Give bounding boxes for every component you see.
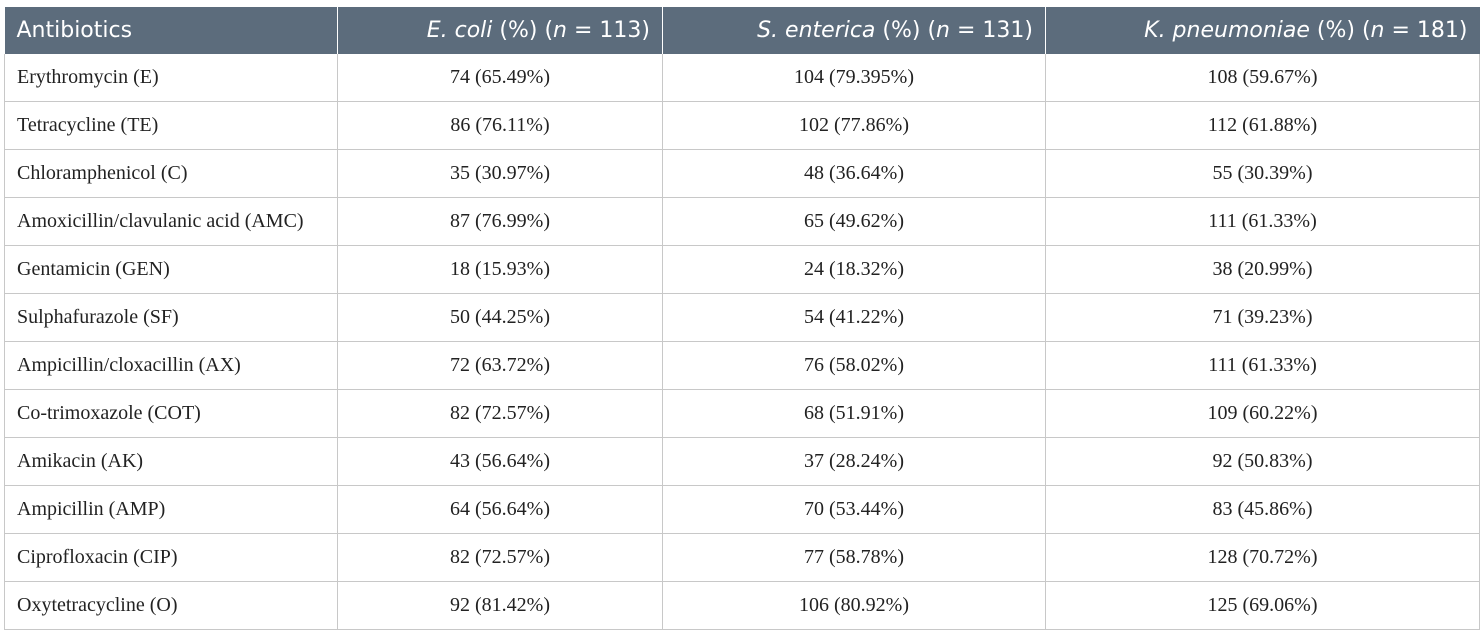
header-kpneumoniae-pct: (%) (	[1309, 18, 1371, 43]
antibiotic-resistance-table: Antibiotics E. coli (%) (n = 113) S. ent…	[4, 7, 1480, 630]
cell-ecoli: 86 (76.11%)	[337, 101, 663, 150]
cell-kpneumoniae: 128 (70.72%)	[1045, 533, 1480, 582]
table-row: Chloramphenicol (C) 35 (30.97%) 48 (36.6…	[4, 149, 1480, 198]
cell-antibiotic: Gentamicin (GEN)	[4, 245, 338, 294]
table-row: Erythromycin (E) 74 (65.49%) 104 (79.395…	[4, 54, 1480, 102]
cell-senterica: 68 (51.91%)	[662, 389, 1046, 438]
cell-ecoli: 72 (63.72%)	[337, 341, 663, 390]
cell-ecoli: 82 (72.57%)	[337, 389, 663, 438]
table-row: Gentamicin (GEN) 18 (15.93%) 24 (18.32%)…	[4, 245, 1480, 294]
header-senterica-pct: (%) (	[875, 18, 937, 43]
cell-antibiotic: Oxytetracycline (O)	[4, 581, 338, 630]
cell-antibiotic: Amikacin (AK)	[4, 437, 338, 486]
cell-ecoli: 74 (65.49%)	[337, 54, 663, 102]
table-body: Erythromycin (E) 74 (65.49%) 104 (79.395…	[4, 54, 1480, 630]
cell-antibiotic: Ampicillin/cloxacillin (AX)	[4, 341, 338, 390]
header-senterica: S. enterica (%) (n = 131)	[662, 7, 1046, 54]
header-row: Antibiotics E. coli (%) (n = 113) S. ent…	[4, 7, 1480, 54]
cell-kpneumoniae: 111 (61.33%)	[1045, 197, 1480, 246]
header-kpneumoniae-organism: K. pneumoniae	[1144, 18, 1310, 43]
cell-ecoli: 18 (15.93%)	[337, 245, 663, 294]
cell-ecoli: 92 (81.42%)	[337, 581, 663, 630]
cell-antibiotic: Erythromycin (E)	[4, 54, 338, 102]
header-ecoli-organism: E. coli	[426, 18, 493, 43]
cell-senterica: 65 (49.62%)	[662, 197, 1046, 246]
table-row: Oxytetracycline (O) 92 (81.42%) 106 (80.…	[4, 581, 1480, 630]
cell-antibiotic: Ciprofloxacin (CIP)	[4, 533, 338, 582]
table-row: Sulphafurazole (SF) 50 (44.25%) 54 (41.2…	[4, 293, 1480, 342]
cell-ecoli: 82 (72.57%)	[337, 533, 663, 582]
cell-senterica: 48 (36.64%)	[662, 149, 1046, 198]
cell-antibiotic: Ampicillin (AMP)	[4, 485, 338, 534]
cell-senterica: 70 (53.44%)	[662, 485, 1046, 534]
header-ecoli-n: n	[553, 18, 567, 43]
cell-kpneumoniae: 92 (50.83%)	[1045, 437, 1480, 486]
cell-antibiotic: Amoxicillin/clavulanic acid (AMC)	[4, 197, 338, 246]
cell-senterica: 76 (58.02%)	[662, 341, 1046, 390]
cell-kpneumoniae: 108 (59.67%)	[1045, 54, 1480, 102]
cell-senterica: 24 (18.32%)	[662, 245, 1046, 294]
cell-senterica: 37 (28.24%)	[662, 437, 1046, 486]
header-senterica-organism: S. enterica	[757, 18, 876, 43]
cell-antibiotic: Tetracycline (TE)	[4, 101, 338, 150]
table-row: Co-trimoxazole (COT) 82 (72.57%) 68 (51.…	[4, 389, 1480, 438]
header-ecoli: E. coli (%) (n = 113)	[337, 7, 663, 54]
cell-ecoli: 87 (76.99%)	[337, 197, 663, 246]
cell-kpneumoniae: 112 (61.88%)	[1045, 101, 1480, 150]
table-row: Amoxicillin/clavulanic acid (AMC) 87 (76…	[4, 197, 1480, 246]
cell-ecoli: 43 (56.64%)	[337, 437, 663, 486]
cell-senterica: 104 (79.395%)	[662, 54, 1046, 102]
header-kpneumoniae-n: n	[1370, 18, 1385, 43]
cell-antibiotic: Co-trimoxazole (COT)	[4, 389, 338, 438]
header-kpneumoniae: K. pneumoniae (%) (n = 181)	[1045, 7, 1480, 54]
table-row: Ciprofloxacin (CIP) 82 (72.57%) 77 (58.7…	[4, 533, 1480, 582]
cell-senterica: 77 (58.78%)	[662, 533, 1046, 582]
header-kpneumoniae-count: = 181)	[1384, 18, 1468, 43]
header-ecoli-count: = 113)	[567, 18, 650, 43]
cell-ecoli: 64 (56.64%)	[337, 485, 663, 534]
header-ecoli-pct: (%) (	[492, 18, 554, 43]
cell-kpneumoniae: 109 (60.22%)	[1045, 389, 1480, 438]
cell-ecoli: 50 (44.25%)	[337, 293, 663, 342]
cell-kpneumoniae: 71 (39.23%)	[1045, 293, 1480, 342]
header-senterica-n: n	[936, 18, 950, 43]
resistance-table-container: Antibiotics E. coli (%) (n = 113) S. ent…	[4, 7, 1480, 630]
cell-senterica: 102 (77.86%)	[662, 101, 1046, 150]
table-row: Ampicillin (AMP) 64 (56.64%) 70 (53.44%)…	[4, 485, 1480, 534]
table-row: Amikacin (AK) 43 (56.64%) 37 (28.24%) 92…	[4, 437, 1480, 486]
cell-senterica: 106 (80.92%)	[662, 581, 1046, 630]
cell-ecoli: 35 (30.97%)	[337, 149, 663, 198]
header-antibiotics: Antibiotics	[4, 7, 338, 54]
cell-kpneumoniae: 125 (69.06%)	[1045, 581, 1480, 630]
cell-antibiotic: Chloramphenicol (C)	[4, 149, 338, 198]
table-row: Tetracycline (TE) 86 (76.11%) 102 (77.86…	[4, 101, 1480, 150]
cell-senterica: 54 (41.22%)	[662, 293, 1046, 342]
cell-kpneumoniae: 111 (61.33%)	[1045, 341, 1480, 390]
cell-antibiotic: Sulphafurazole (SF)	[4, 293, 338, 342]
table-header: Antibiotics E. coli (%) (n = 113) S. ent…	[4, 7, 1480, 54]
cell-kpneumoniae: 38 (20.99%)	[1045, 245, 1480, 294]
header-senterica-count: = 131)	[950, 18, 1033, 43]
table-row: Ampicillin/cloxacillin (AX) 72 (63.72%) …	[4, 341, 1480, 390]
cell-kpneumoniae: 55 (30.39%)	[1045, 149, 1480, 198]
cell-kpneumoniae: 83 (45.86%)	[1045, 485, 1480, 534]
